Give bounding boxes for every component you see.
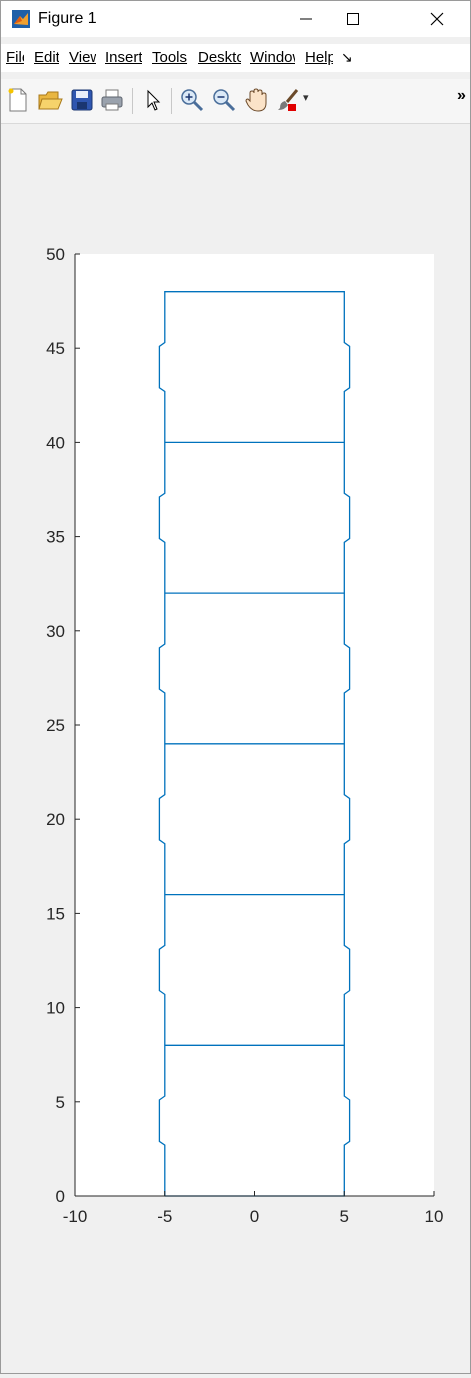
- toolbar-separator: [171, 88, 172, 114]
- y-tick-label: 50: [46, 245, 65, 264]
- menu-edit[interactable]: Edit: [34, 49, 59, 66]
- outline-series-line: [158, 291, 351, 1197]
- menu-desktop[interactable]: Desktop: [198, 49, 241, 66]
- x-tick-label: -5: [157, 1207, 172, 1226]
- close-button[interactable]: [414, 1, 460, 37]
- maximize-icon: [347, 13, 359, 25]
- save-icon[interactable]: [69, 87, 95, 113]
- title-bar[interactable]: Figure 1: [1, 1, 470, 37]
- y-tick-label: 5: [56, 1093, 65, 1112]
- menu-window[interactable]: Window: [250, 49, 295, 66]
- zoom-in-icon[interactable]: [179, 87, 205, 113]
- close-icon: [430, 12, 444, 26]
- axis-ticks: -10 -5 0 5 10 0 5 10 15 20 25 30 35 40 45 50: [46, 245, 443, 1226]
- new-figure-icon[interactable]: [5, 87, 31, 113]
- minimize-icon: [300, 18, 312, 20]
- minimize-button[interactable]: [283, 1, 329, 37]
- x-tick-label: 0: [250, 1207, 259, 1226]
- menu-file[interactable]: File: [6, 49, 24, 66]
- y-tick-label: 10: [46, 999, 65, 1018]
- pointer-icon[interactable]: [140, 87, 166, 113]
- toolbar-overflow-icon[interactable]: »: [457, 87, 466, 104]
- brush-icon[interactable]: [275, 87, 301, 113]
- brush-dropdown-chevron-down-icon[interactable]: ▾: [303, 92, 309, 104]
- window-title: Figure 1: [38, 10, 97, 27]
- menu-overflow-icon[interactable]: ↘: [341, 49, 353, 65]
- menu-insert[interactable]: Insert: [105, 49, 142, 66]
- y-tick-label: 30: [46, 622, 65, 641]
- menu-tools[interactable]: Tools: [152, 49, 188, 66]
- y-tick-label: 45: [46, 339, 65, 358]
- axes-background[interactable]: [75, 254, 434, 1196]
- figure-canvas: -10 -5 0 5 10 0 5 10 15 20 25 30 35 40 45 50: [1, 124, 470, 1373]
- menu-help[interactable]: Help: [305, 49, 333, 66]
- menu-bar: File Edit View Insert Tools Desktop Wind…: [1, 44, 470, 72]
- y-tick-label: 25: [46, 716, 65, 735]
- y-tick-label: 40: [46, 433, 65, 452]
- plot-lines: [158, 291, 351, 1197]
- zoom-out-icon[interactable]: [211, 87, 237, 113]
- x-tick-label: 10: [425, 1207, 444, 1226]
- open-file-icon[interactable]: [37, 87, 63, 113]
- x-tick-label: 5: [340, 1207, 349, 1226]
- figure-toolbar: ▾ »: [1, 79, 470, 124]
- menu-view[interactable]: View: [69, 49, 96, 66]
- x-tick-label: -10: [63, 1207, 88, 1226]
- toolbar-separator: [132, 88, 133, 114]
- y-tick-label: 20: [46, 810, 65, 829]
- plot-svg: -10 -5 0 5 10 0 5 10 15 20 25 30 35 40 45 50: [46, 245, 443, 1226]
- y-tick-label: 15: [46, 904, 65, 923]
- y-tick-label: 0: [56, 1187, 65, 1206]
- print-icon[interactable]: [99, 87, 125, 113]
- maximize-button[interactable]: [330, 1, 376, 37]
- y-tick-label: 35: [46, 528, 65, 547]
- matlab-logo-icon: [12, 10, 30, 28]
- pan-hand-icon[interactable]: [243, 87, 269, 113]
